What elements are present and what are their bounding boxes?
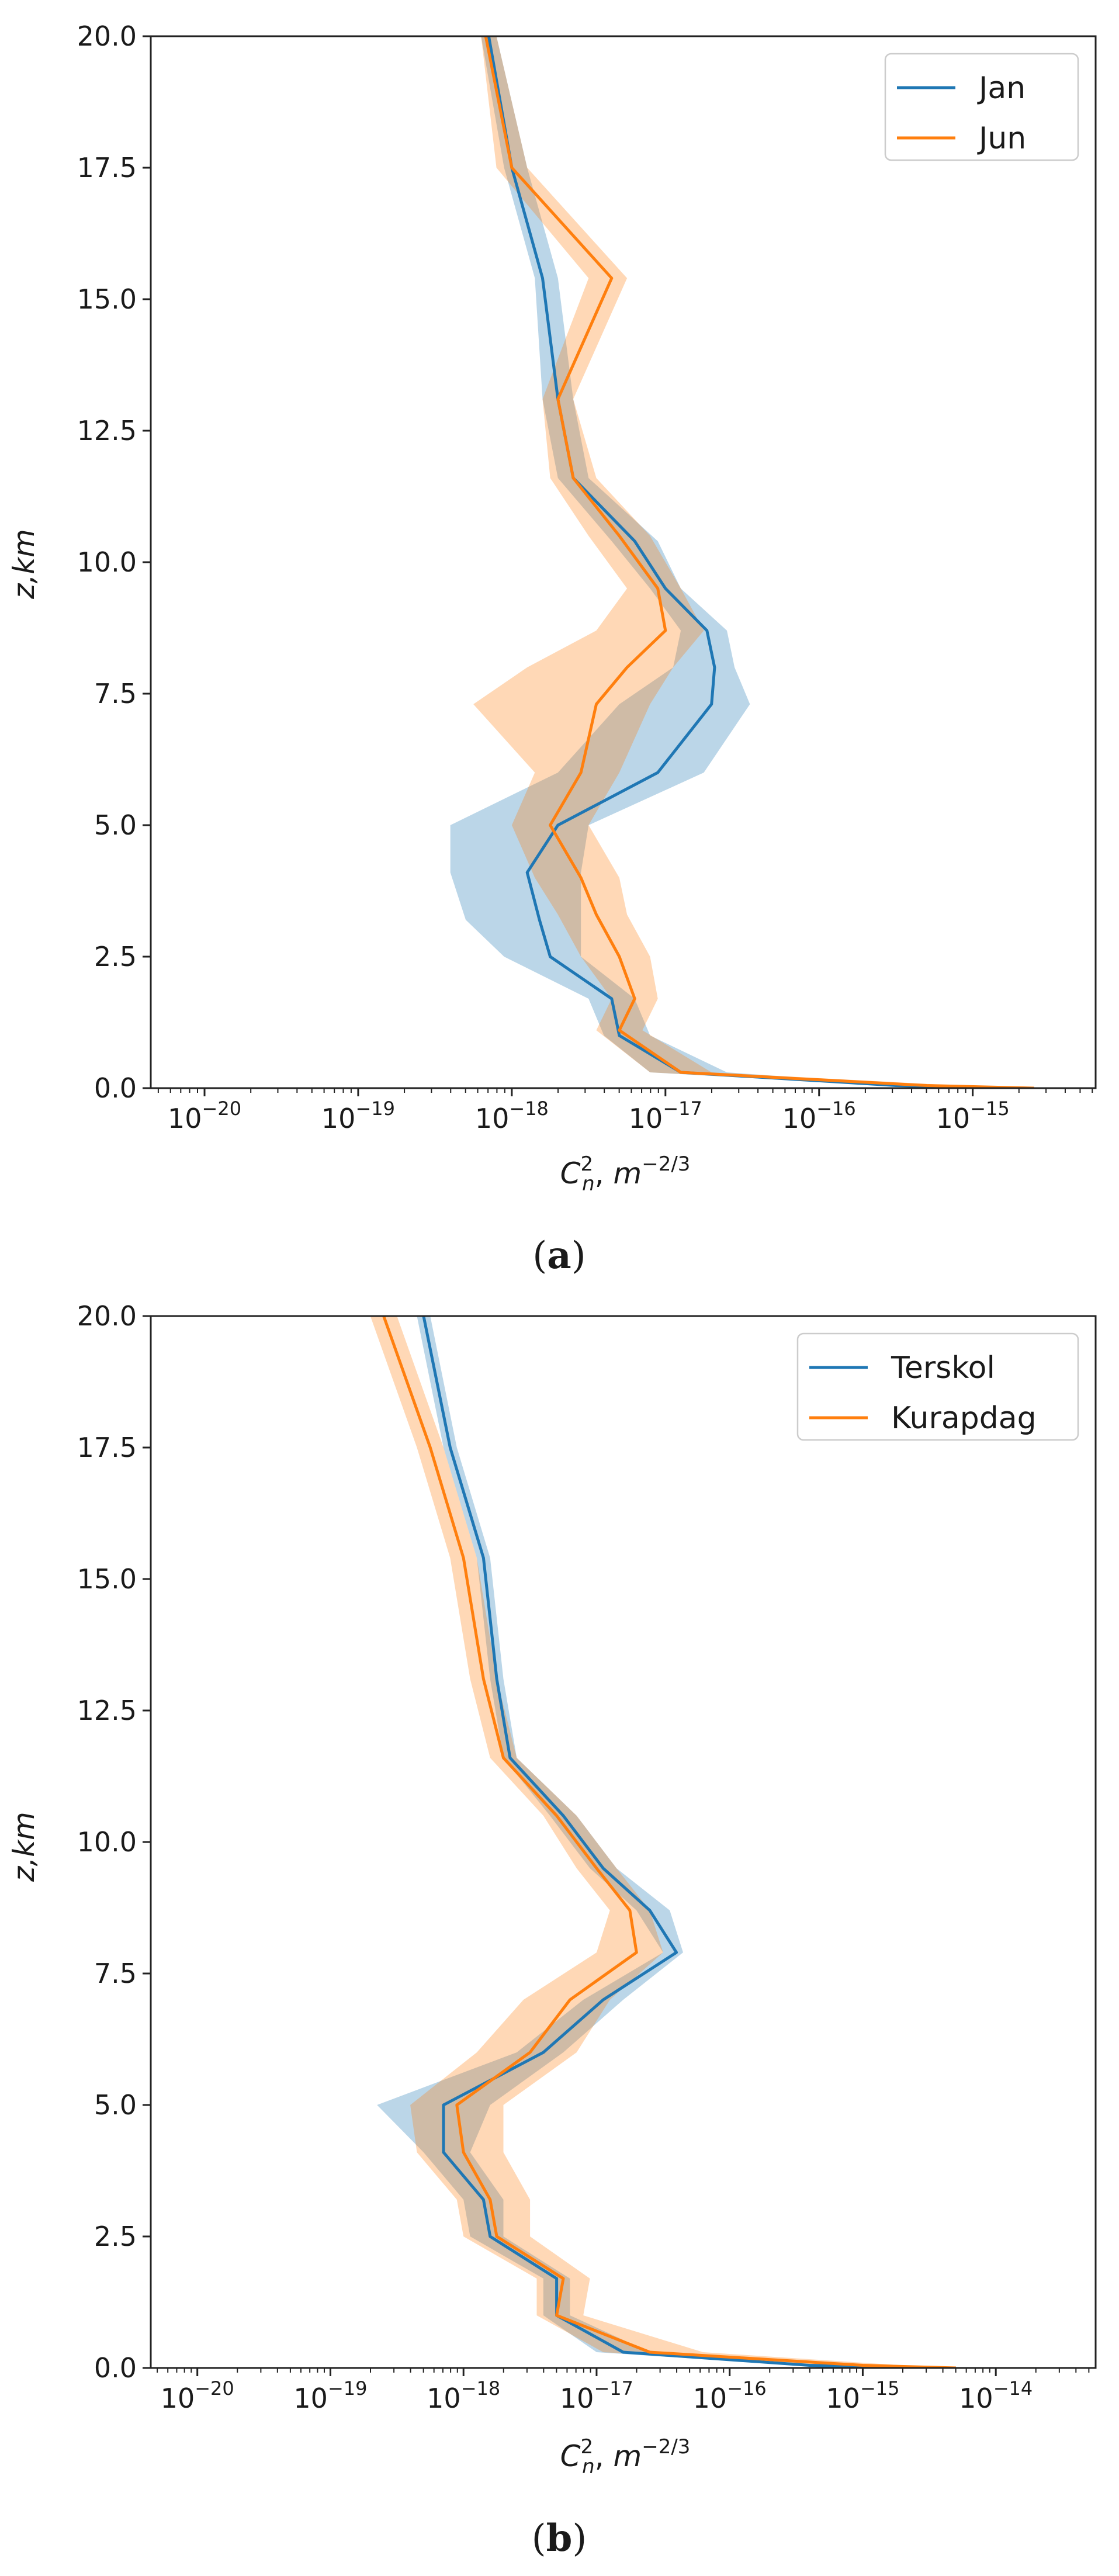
panel-b-xtick-label: 10−15	[826, 2377, 899, 2414]
panel-b-ytick-label: 20.0	[77, 1300, 137, 1332]
panel-a-ticks: 0.0 2.5 5.0 7.5 10.0 12.5 15.0 17.5 20.0 10−20 10−…	[77, 20, 1093, 1134]
panel-b-xtick-label: 10−18	[427, 2377, 500, 2414]
panel-b-legend-label-kurapdag: Kurapdag	[891, 1401, 1037, 1436]
panel-a-legend-label-jun: Jun	[977, 121, 1026, 156]
panel-a-xtick-label: 10−15	[936, 1097, 1010, 1134]
panel-b-caption-label: b	[546, 2516, 573, 2560]
panel-a-band-jan	[450, 36, 1034, 1088]
panel-a: 0.0 2.5 5.0 7.5 10.0 12.5 15.0 17.5 20.0 10−20 10−…	[7, 20, 1097, 1277]
panel-a-ytick-label: 15.0	[77, 283, 137, 315]
panel-b-ytick-label: 12.5	[77, 1695, 137, 1726]
panel-a-caption-label: a	[547, 1234, 571, 1277]
panel-a-line-jun	[484, 36, 1034, 1088]
panel-b-xtick-label: 10−17	[560, 2377, 633, 2414]
panel-a-xtick-label: 10−19	[321, 1097, 395, 1134]
panel-b-ytick-label: 5.0	[94, 2089, 137, 2121]
panel-b-xlabel: C2 n, m−2/3	[560, 2435, 691, 2478]
panel-b-bands	[370, 1316, 963, 2368]
panel-a-bands	[450, 36, 1042, 1088]
panel-a-ytick-label: 12.5	[77, 415, 137, 446]
panel-b-lines	[382, 1316, 956, 2368]
panel-a-ytick-label: 2.5	[94, 941, 137, 972]
panel-b-caption: (b)	[532, 2516, 587, 2560]
panel-a-lines	[484, 36, 1034, 1088]
panel-b-ytick-label: 7.5	[94, 1958, 137, 1989]
panel-b-ytick-label: 15.0	[77, 1563, 137, 1595]
panel-a-legend-box	[884, 53, 1079, 161]
panel-a-ytick-label: 17.5	[77, 152, 137, 183]
panel-a-legend-label-jan: Jan	[977, 71, 1026, 106]
panel-b-ylabel-text: z,km	[7, 1812, 41, 1882]
panel-b-xtick-label: 10−14	[959, 2377, 1033, 2414]
panel-a-xtick-label: 10−20	[168, 1097, 241, 1134]
panel-b-ylabel: z,km	[7, 1812, 41, 1882]
panel-a-ytick-label: 7.5	[94, 678, 137, 709]
panel-b-ytick-label: 0.0	[94, 2352, 137, 2384]
panel-a-xlabel: C2 n, m−2/3	[560, 1152, 691, 1196]
panel-a-ytick-label: 20.0	[77, 20, 137, 52]
panel-a-axes-frame	[150, 35, 1097, 1089]
panel-a-ytick-label: 5.0	[94, 809, 137, 841]
panel-a-caption: (a)	[532, 1234, 586, 1277]
panel-a-xtick-label: 10−17	[629, 1097, 702, 1134]
panel-b: 0.0 2.5 5.0 7.5 10.0 12.5 15.0 17.5 20.0 10−20 10−…	[7, 1300, 1097, 2560]
panel-b-ticks: 0.0 2.5 5.0 7.5 10.0 12.5 15.0 17.5 20.0 10−20 10−…	[77, 1300, 1090, 2414]
panel-b-xtick-label: 10−20	[161, 2377, 234, 2414]
panel-b-line-kurapdag	[382, 1316, 956, 2368]
panel-a-xtick-label: 10−18	[475, 1097, 549, 1134]
panel-a-band-jun	[473, 36, 1042, 1088]
panel-b-band-kurapdag	[370, 1316, 963, 2368]
panel-b-legend-label-terskol: Terskol	[891, 1351, 995, 1386]
panel-b-ytick-label: 10.0	[77, 1826, 137, 1858]
panel-a-ytick-label: 0.0	[94, 1072, 137, 1104]
panel-a-legend: Jan Jun	[884, 53, 1079, 161]
panel-b-ytick-label: 2.5	[94, 2221, 137, 2252]
panel-a-ylabel-text: z,km	[7, 529, 41, 600]
panel-a-xtick-label: 10−16	[782, 1097, 856, 1134]
panel-b-xtick-label: 10−16	[693, 2377, 767, 2414]
panel-b-xtick-label: 10−19	[293, 2377, 367, 2414]
panel-b-legend-box	[796, 1332, 1079, 1441]
panel-b-legend: Terskol Kurapdag	[796, 1332, 1079, 1441]
panel-b-axes-frame	[150, 1315, 1097, 2369]
panel-a-ytick-label: 10.0	[77, 546, 137, 578]
panel-a-ylabel: z,km	[7, 529, 41, 600]
panel-b-ytick-label: 17.5	[77, 1432, 137, 1463]
